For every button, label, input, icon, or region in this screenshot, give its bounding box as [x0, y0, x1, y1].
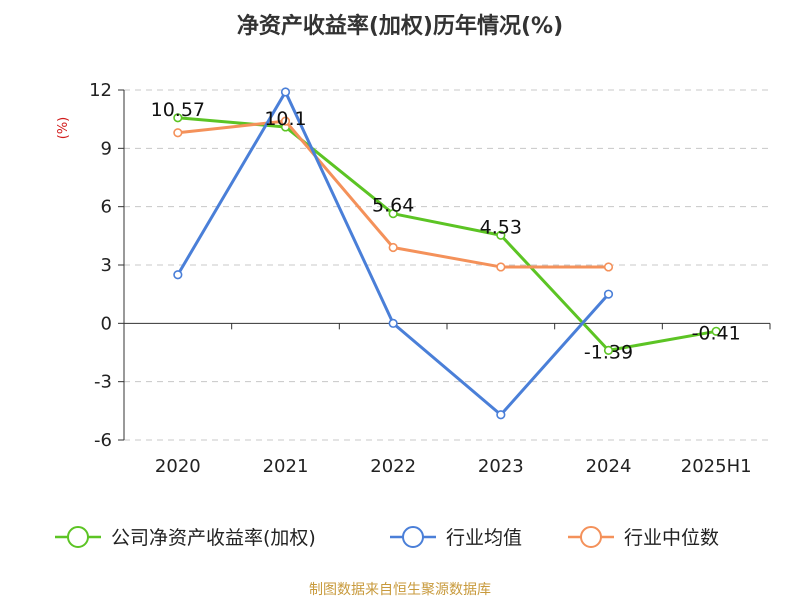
data-point — [280, 116, 291, 126]
data-label: -0.41 — [692, 322, 741, 344]
legend-marker — [580, 526, 602, 548]
data-point — [280, 87, 291, 97]
data-point — [388, 242, 398, 253]
x-tick-label: 2025H1 — [681, 456, 752, 477]
series-1 — [173, 87, 614, 420]
y-tick-label: 3 — [101, 255, 112, 276]
data-point — [711, 326, 721, 336]
y-axis-label: (%) — [56, 117, 71, 140]
data-point — [496, 262, 506, 272]
y-tick-label: -3 — [94, 372, 112, 393]
x-tick-label: 2023 — [478, 456, 524, 477]
axes — [118, 89, 771, 441]
legend-marker — [67, 526, 89, 548]
series-0 — [173, 113, 721, 355]
data-label: 10.57 — [151, 99, 205, 121]
x-tick-label: 2022 — [370, 456, 416, 477]
data-point — [603, 262, 614, 272]
series-2 — [173, 116, 614, 272]
data-point — [603, 345, 614, 355]
data-point — [173, 270, 183, 280]
legend-label: 行业中位数 — [624, 527, 719, 549]
data-point — [173, 113, 183, 123]
x-tick-label: 2021 — [263, 456, 309, 477]
data-labels: 10.57 10.1 5.64 4.53 -1.39 -0.41 — [151, 99, 741, 364]
grid-lines — [124, 89, 770, 441]
legend-item[interactable]: 行业均值 — [390, 526, 522, 549]
series-lines — [173, 87, 721, 420]
data-label: 4.53 — [480, 216, 522, 238]
source-note: 制图数据来自恒生聚源数据库 — [309, 582, 491, 598]
y-tick-label: 0 — [101, 313, 112, 334]
y-tick-labels: -6 -3 0 3 6 9 12 — [89, 80, 112, 451]
data-point — [388, 318, 398, 328]
chart-title: 净资产收益率(加权)历年情况(%) — [237, 13, 563, 39]
legend-item[interactable]: 行业中位数 — [568, 526, 719, 549]
data-point — [496, 230, 506, 240]
legend[interactable]: 公司净资产收益率(加权) 行业均值 行业中位数 — [55, 526, 719, 549]
y-tick-label: -6 — [94, 430, 112, 451]
data-point — [496, 410, 506, 420]
y-tick-label: 12 — [89, 80, 112, 101]
data-label: 5.64 — [372, 195, 414, 217]
data-point — [603, 289, 614, 299]
y-tick-label: 6 — [101, 197, 112, 218]
x-tick-label: 2020 — [155, 456, 201, 477]
legend-marker — [402, 526, 424, 548]
legend-label: 公司净资产收益率(加权) — [111, 527, 316, 549]
legend-item[interactable]: 公司净资产收益率(加权) — [55, 526, 316, 549]
series-line — [177, 116, 717, 352]
data-point — [173, 128, 183, 138]
legend-label: 行业均值 — [446, 527, 522, 549]
series-line — [176, 90, 610, 417]
x-tick-labels: 2020 2021 2022 2023 2024 2025H1 — [155, 456, 752, 477]
data-point — [388, 209, 398, 219]
data-label: 10.1 — [264, 108, 306, 130]
data-label: -1.39 — [584, 341, 633, 363]
x-tick-label: 2024 — [586, 456, 632, 477]
y-tick-label: 9 — [101, 138, 112, 159]
